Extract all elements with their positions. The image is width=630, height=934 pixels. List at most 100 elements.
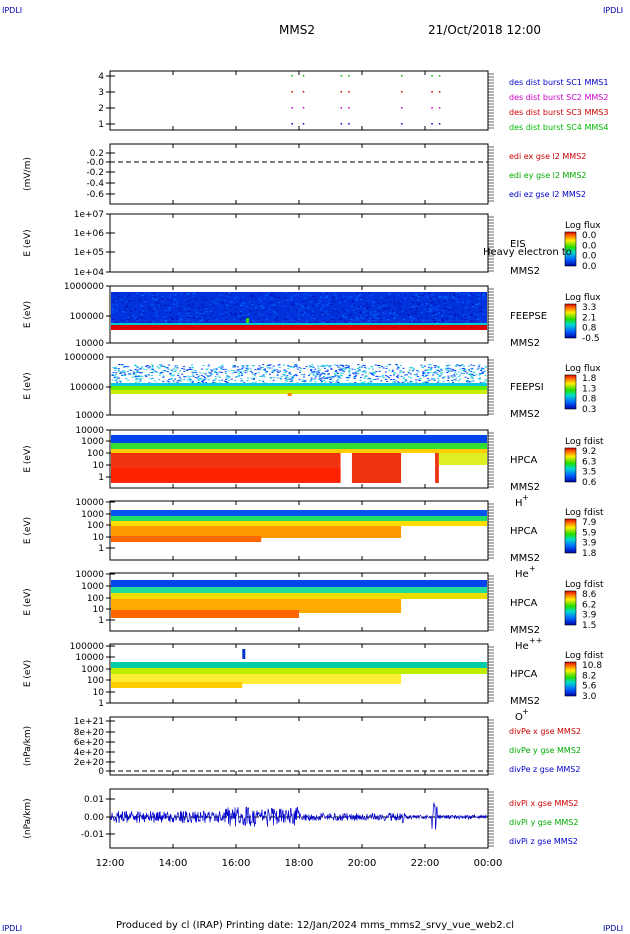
spectrogram-speckle: [198, 378, 201, 380]
spectrogram-speckle: [353, 377, 356, 379]
spectrogram-speckle: [441, 319, 444, 321]
spectrogram-speckle: [328, 299, 331, 301]
spectrogram-speckle: [212, 312, 215, 314]
y-tick-label: 1000: [81, 665, 104, 675]
spectrogram-speckle: [285, 380, 288, 382]
spectrogram-speckle: [431, 294, 434, 296]
spectrogram-speckle: [370, 366, 373, 368]
spectrogram-speckle: [213, 379, 216, 381]
spectrogram-speckle: [238, 374, 241, 376]
corner-label-bottom-right: IPDLI: [603, 924, 624, 933]
spectrogram-speckle: [398, 306, 401, 308]
spectrogram-speckle: [250, 302, 253, 304]
spectrogram-speckle: [179, 318, 182, 320]
spectrogram-speckle: [477, 295, 480, 297]
spectrogram-speckle: [387, 364, 390, 366]
spectrogram-speckle: [248, 313, 251, 315]
spectrogram-speckle: [132, 374, 135, 376]
colorbar-title: Log fdist: [565, 651, 604, 661]
spectrogram-speckle: [402, 367, 405, 369]
spectrogram-speckle: [308, 366, 311, 368]
spectrogram-speckle: [224, 372, 227, 374]
spectrogram-speckle: [457, 376, 460, 378]
spectrogram-speckle: [290, 379, 293, 381]
spectrogram-speckle: [293, 375, 296, 377]
spectrogram-speckle: [252, 373, 255, 375]
spectrogram-speckle: [311, 364, 314, 366]
spectrogram-speckle: [246, 365, 249, 367]
spectrogram-speckle: [147, 322, 150, 324]
y-tick-label: 10000: [75, 498, 104, 508]
spectrogram-speckle: [425, 303, 428, 305]
spectrogram-speckle: [384, 304, 387, 306]
colorbar-title: Log fdist: [565, 508, 604, 518]
spectrogram-speckle: [375, 317, 378, 319]
spectrogram-speckle: [119, 372, 122, 374]
y-tick-label: 0.00: [84, 813, 104, 823]
spectrogram-speckle: [159, 305, 162, 307]
spectrogram-speckle: [121, 371, 124, 373]
spectrogram-speckle: [322, 313, 325, 315]
y-tick-label: 3: [98, 88, 104, 98]
y-axis-label: E (eV): [23, 517, 33, 544]
spectrogram-speckle: [265, 294, 268, 296]
x-tick-label: 22:00: [411, 858, 440, 869]
spectrogram-speckle: [249, 368, 252, 370]
spectrogram-speckle: [144, 374, 147, 376]
spectrogram-speckle: [293, 364, 296, 366]
spectrogram-speckle: [443, 313, 446, 315]
spectrogram-speckle: [445, 296, 448, 298]
spectrogram-speckle: [332, 296, 335, 298]
spectrogram-speckle: [393, 312, 396, 314]
spectrogram-speckle: [376, 317, 379, 319]
spectrogram-speckle: [429, 296, 432, 298]
spectrogram-speckle: [467, 316, 470, 318]
spectrogram-speckle: [454, 379, 457, 381]
species-charge: ++: [529, 636, 542, 645]
spectrogram-speckle: [395, 364, 398, 366]
spectrogram-speckle: [403, 380, 406, 382]
spectrogram-speckle: [364, 375, 367, 377]
colorbar-title: Log fdist: [565, 580, 604, 590]
spectrogram-speckle: [168, 381, 171, 383]
spectrogram-speckle: [153, 308, 156, 310]
spectrogram-speckle: [263, 309, 266, 311]
burst-mark: [291, 123, 293, 125]
spectrogram-speckle: [134, 376, 137, 378]
spectrogram-speckle: [358, 306, 361, 308]
spectrogram-speckle: [159, 373, 162, 375]
colorbar-tick-label: 2.1: [582, 313, 596, 323]
spectrogram-speckle: [425, 370, 428, 372]
spectrogram-speckle: [448, 364, 451, 366]
spectrogram-speckle: [268, 302, 271, 304]
spectrogram-speckle: [380, 296, 383, 298]
spectrogram-speckle: [175, 319, 178, 321]
spectrogram-speckle: [309, 373, 312, 375]
spectrogram-speckle: [260, 375, 263, 377]
spectrogram-speckle: [321, 365, 324, 367]
spectrogram-speckle: [258, 365, 261, 367]
spectrogram-speckle: [334, 374, 337, 376]
spectrogram-speckle: [272, 311, 275, 313]
spectrogram-speckle: [344, 313, 347, 315]
spectrogram-speckle: [184, 292, 187, 294]
spectrogram-speckle: [322, 312, 325, 314]
spectrogram-speckle: [341, 370, 344, 372]
spectrogram-speckle: [376, 365, 379, 367]
y-tick-label: 1000: [81, 582, 104, 592]
spectrogram-speckle: [392, 381, 395, 383]
legend-entry: des dist burst SC2 MMS2: [509, 93, 608, 102]
spectrogram-spot: [242, 649, 246, 659]
spectrogram-speckle: [127, 316, 130, 318]
spectrogram-speckle: [294, 294, 297, 296]
spectrogram-speckle: [201, 306, 204, 308]
y-tick-label: 1: [98, 120, 104, 130]
colorbar-tick-label: 10.8: [582, 661, 602, 671]
spectrogram-speckle: [159, 372, 162, 374]
spectrogram-speckle: [284, 371, 287, 373]
spectrogram-speckle: [198, 375, 201, 377]
spectrogram-speckle: [400, 310, 403, 312]
spectrogram-speckle: [241, 373, 244, 375]
spectrogram-green: [111, 668, 487, 674]
